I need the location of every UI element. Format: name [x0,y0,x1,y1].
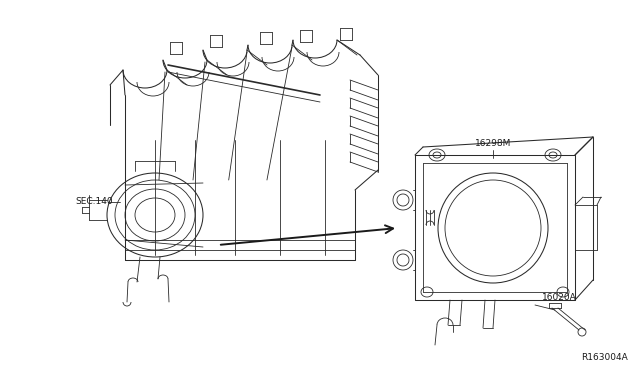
Text: R163004A: R163004A [581,353,628,362]
Text: 16298M: 16298M [475,139,511,148]
Text: 16020A: 16020A [542,292,577,301]
Text: SEC.140: SEC.140 [75,198,113,206]
